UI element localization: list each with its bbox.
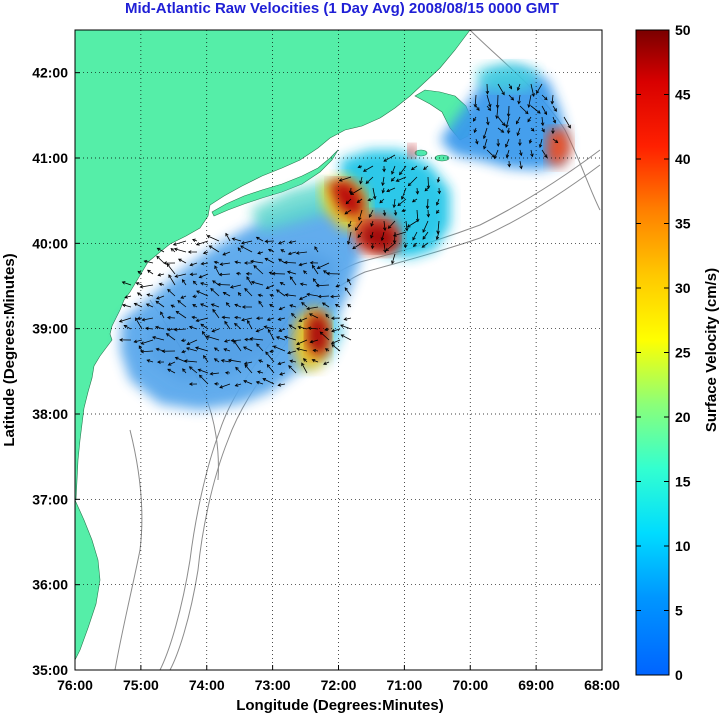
y-axis-label: Latitude (Degrees:Minutes) [1, 253, 18, 446]
y-tick-label: 38:00 [32, 406, 68, 422]
y-axis-ticks: 35:00 36:00 37:00 38:00 39:00 40:00 41:00 42:00 [32, 65, 80, 678]
x-tick-label: 73:00 [255, 677, 291, 693]
y-tick-label: 40:00 [32, 235, 68, 251]
colorbar-ticks: 0 5 10 15 20 25 30 35 40 45 50 [636, 22, 691, 683]
colorbar-tick-label: 25 [675, 345, 691, 361]
colorbar-tick-label: 40 [675, 151, 691, 167]
y-tick-label: 36:00 [32, 577, 68, 593]
long-island [211, 149, 339, 217]
figure-title: Mid-Atlantic Raw Velocities (1 Day Avg) … [124, 0, 560, 17]
x-tick-label: 71:00 [386, 677, 422, 693]
colorbar-tick-label: 0 [675, 667, 683, 683]
colorbar-tick-label: 5 [675, 603, 683, 619]
colorbar-tick-label: 30 [675, 280, 691, 296]
plot-grid [75, 30, 602, 670]
island-marthas-vineyard [414, 149, 428, 157]
x-tick-label: 72:00 [321, 677, 357, 693]
chesapeake-bay [90, 348, 112, 440]
colorbar-tick-label: 20 [675, 409, 691, 425]
x-tick-label: 75:00 [123, 677, 159, 693]
x-tick-label: 74:00 [189, 677, 225, 693]
island-nantucket [434, 154, 450, 162]
y-tick-label: 37:00 [32, 491, 68, 507]
x-tick-label: 70:00 [452, 677, 488, 693]
x-axis-label: Longitude (Degrees:Minutes) [236, 697, 444, 714]
x-axis-ticks: 76:00 75:00 74:00 73:00 72:00 71:00 70:00 69:00… [57, 665, 620, 693]
y-tick-label: 35:00 [32, 662, 68, 678]
x-tick-label: 76:00 [57, 677, 93, 693]
colorbar-label: Surface Velocity (cm/s) [703, 268, 720, 432]
colorbar-tick-label: 10 [675, 538, 691, 554]
x-tick-label: 68:00 [584, 677, 620, 693]
colorbar-tick-label: 15 [675, 474, 691, 490]
x-tick-label: 69:00 [518, 677, 554, 693]
colorbar-tick-label: 50 [675, 22, 691, 38]
y-tick-label: 39:00 [32, 321, 68, 337]
colorbar-tick-label: 45 [675, 87, 691, 103]
outer-banks [75, 499, 101, 661]
velocity-field [120, 62, 572, 410]
y-tick-label: 42:00 [32, 65, 68, 81]
land-mass [75, 30, 471, 501]
y-tick-label: 41:00 [32, 150, 68, 166]
colorbar-tick-label: 35 [675, 216, 691, 232]
